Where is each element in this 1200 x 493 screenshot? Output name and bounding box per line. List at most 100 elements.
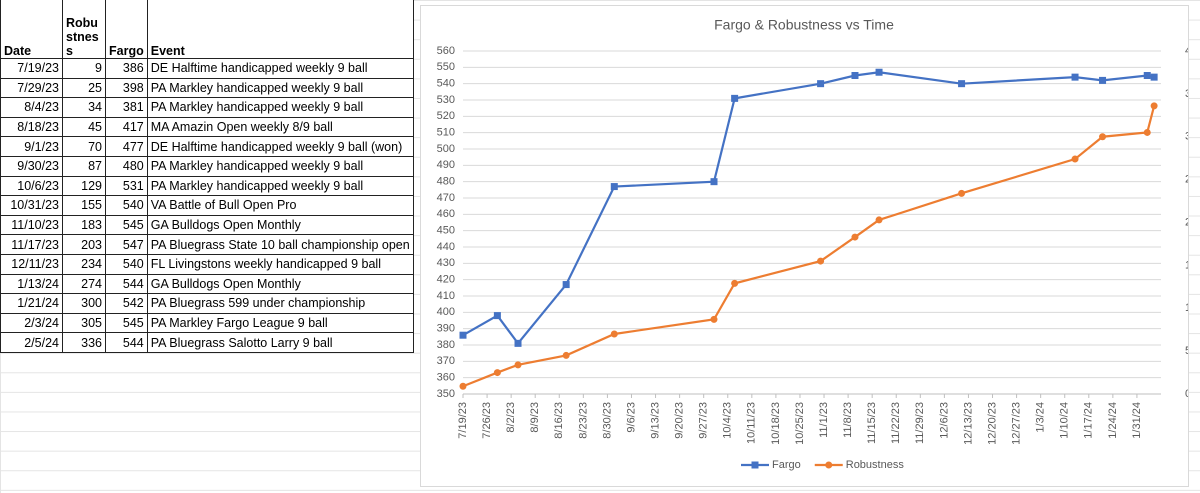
marker (1143, 72, 1151, 79)
table-cell: 547 (105, 234, 148, 255)
marker (875, 216, 883, 224)
x-tick-label: 10/25/23 (794, 402, 806, 445)
table-cell: 9 (62, 58, 106, 79)
y-tick-label: 420 (437, 274, 455, 286)
x-tick-label: 11/1/23 (818, 402, 830, 438)
y-tick-label: 460 (437, 208, 455, 220)
table-cell: MA Amazin Open weekly 8/9 ball (146, 116, 414, 138)
x-tick-label: 12/20/23 (986, 402, 998, 445)
header-cell: Fargo (105, 0, 148, 59)
table-row: 2/5/24 336 544 PA Bluegrass Salotto Larry 9… (0, 332, 414, 353)
table-cell: PA Bluegrass Salotto Larry 9 ball (146, 332, 414, 353)
x-tick-label: 11/8/23 (842, 402, 854, 438)
legend-label: Fargo (772, 459, 801, 471)
marker (958, 189, 966, 197)
y-tick-label: 560 (437, 45, 455, 57)
table-cell: 10/6/23 (0, 175, 63, 197)
table-row: 2/3/24 305 545 PA Markley Fargo League 9 ba… (0, 312, 414, 334)
table-cell: DE Halftime handicapped weekly 9 ball (w… (146, 136, 414, 157)
y-tick-label: 550 (437, 61, 455, 73)
marker (493, 369, 501, 377)
y2-tick-label: 300 (1185, 131, 1189, 143)
marker (875, 68, 883, 76)
marker (1099, 133, 1107, 141)
marker (459, 331, 467, 339)
table-cell: 531 (105, 175, 148, 197)
x-tick-label: 1/3/24 (1035, 402, 1047, 433)
table-cell: 11/10/23 (0, 214, 63, 236)
table-cell: PA Markley Fargo League 9 ball (146, 312, 414, 334)
y-tick-label: 540 (437, 78, 455, 90)
marker (610, 330, 618, 338)
y2-tick-label: 100 (1185, 302, 1189, 314)
table-cell: 542 (105, 293, 148, 314)
chart: Fargo & Robustness vs Time 350 360 370 380 3… (420, 5, 1189, 487)
table-cell: 129 (62, 175, 106, 197)
table-cell: 11/17/23 (0, 234, 63, 255)
y-tick-label: 370 (437, 355, 455, 367)
table-cell: VA Battle of Bull Open Pro (146, 195, 414, 216)
table-cell: 274 (62, 273, 106, 295)
table-cell: PA Bluegrass 599 under championship (146, 293, 414, 314)
table-cell: PA Markley handicapped weekly 9 ball (146, 77, 414, 99)
table-cell: 2/5/24 (0, 332, 63, 353)
table-row: 9/1/23 70 477 DE Halftime handicapped weekl… (0, 136, 414, 157)
table-cell: 2/3/24 (0, 312, 63, 334)
marker (710, 178, 718, 186)
table-row: 10/31/23 155 540 VA Battle of Bull Open Pro (0, 195, 414, 216)
y-tick-label: 510 (437, 127, 455, 139)
table-row: 8/18/23 45 417 MA Amazin Open weekly 8/9 ba… (0, 116, 414, 138)
marker (514, 339, 522, 347)
table-cell: 477 (105, 136, 148, 157)
y-tick-label: 350 (437, 388, 455, 400)
series-line (462, 71, 1155, 346)
y2-tick-label: 400 (1185, 45, 1189, 57)
legend-label: Robustness (846, 459, 905, 471)
y-tick-label: 450 (437, 225, 455, 237)
table-row: 12/11/23 234 540 FL Livingstons weekly hand… (0, 253, 414, 275)
table-cell: 203 (62, 234, 106, 255)
table-cell: 305 (62, 312, 106, 334)
table-cell: 70 (62, 136, 106, 157)
y-tick-label: 470 (437, 192, 455, 204)
table-cell: 480 (105, 155, 148, 177)
table-cell: 1/21/24 (0, 293, 63, 314)
table-cell: 417 (105, 116, 148, 138)
table-cell: PA Markley handicapped weekly 9 ball (146, 155, 414, 177)
x-tick-label: 9/6/23 (625, 402, 637, 433)
x-tick-label: 1/24/24 (1107, 402, 1119, 439)
marker (958, 80, 966, 88)
x-tick-label: 8/16/23 (553, 402, 565, 439)
table-cell: 381 (105, 97, 148, 118)
header-cell: Date (0, 0, 63, 59)
x-tick-label: 10/18/23 (770, 402, 782, 445)
marker (851, 233, 859, 241)
table-cell: 544 (105, 332, 148, 353)
x-tick-label: 12/13/23 (962, 402, 974, 445)
table-row: 1/13/24 274 544 GA Bulldogs Open Monthly (0, 273, 414, 295)
y2-tick-label: 150 (1185, 259, 1189, 271)
x-tick-label: 1/17/24 (1083, 402, 1095, 439)
x-tick-label: 7/26/23 (481, 402, 493, 439)
table-row: 11/10/23 183 545 GA Bulldogs Open Monthly (0, 214, 414, 236)
marker (1099, 76, 1107, 84)
header-cell: Event (146, 0, 414, 59)
table-cell: FL Livingstons weekly handicapped 9 ball (146, 253, 414, 275)
y-tick-label: 440 (437, 241, 455, 253)
table-cell: 8/4/23 (0, 97, 63, 118)
table-cell: 336 (62, 332, 106, 353)
table-row: 10/6/23 129 531 PA Markley handicapped week… (0, 175, 414, 197)
marker (851, 72, 859, 79)
x-tick-label: 9/13/23 (649, 402, 661, 439)
marker (1150, 102, 1158, 110)
x-tick-label: 10/4/23 (722, 402, 734, 439)
table-cell: GA Bulldogs Open Monthly (146, 214, 414, 236)
y2-tick-label: 350 (1185, 88, 1189, 100)
y-tick-label: 530 (437, 94, 455, 106)
x-tick-label: 11/22/23 (890, 402, 902, 444)
marker (1150, 73, 1158, 81)
table-cell: 45 (62, 116, 106, 138)
legend-marker (825, 461, 833, 469)
table-cell: 398 (105, 77, 148, 99)
x-tick-label: 8/2/23 (505, 402, 517, 433)
